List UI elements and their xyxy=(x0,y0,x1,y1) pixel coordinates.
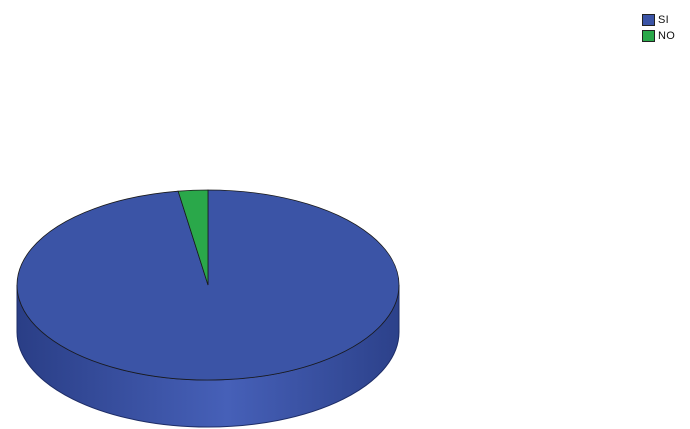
legend-label-no: NO xyxy=(658,29,676,42)
legend-label-si: SI xyxy=(658,13,669,26)
pie-top xyxy=(16,189,400,381)
legend-item-no: NO xyxy=(642,28,675,43)
pie-slice-no xyxy=(177,189,209,286)
legend-item-si: SI xyxy=(642,12,675,27)
legend: SI NO xyxy=(642,12,675,44)
legend-swatch-si xyxy=(642,13,655,26)
legend-swatch-no xyxy=(642,29,655,42)
